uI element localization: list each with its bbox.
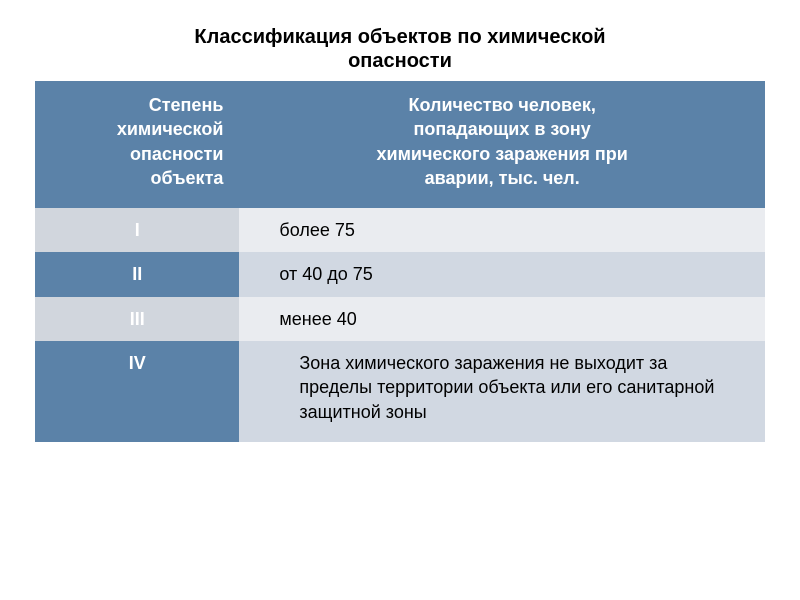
title-line-1: Классификация объектов по химической bbox=[194, 26, 605, 48]
table-row: II от 40 до 75 bbox=[35, 252, 765, 296]
header-text: химической bbox=[117, 119, 224, 139]
value-cell: Зона химического заражения не выходит за… bbox=[239, 341, 765, 442]
degree-cell: I bbox=[35, 208, 239, 252]
slide-title: Классификация объектов по химической опа… bbox=[35, 25, 765, 73]
header-text: аварии, тыс. чел. bbox=[425, 168, 580, 188]
value-cell: от 40 до 75 bbox=[239, 252, 765, 296]
header-text: попадающих в зону bbox=[414, 119, 591, 139]
table-header-row: Степень химической опасности объекта Кол… bbox=[35, 81, 765, 208]
header-text: опасности bbox=[130, 144, 223, 164]
header-degree: Степень химической опасности объекта bbox=[35, 81, 239, 208]
degree-cell: IV bbox=[35, 341, 239, 442]
header-population: Количество человек, попадающих в зону хи… bbox=[239, 81, 765, 208]
header-text: Степень bbox=[149, 95, 224, 115]
header-text: Количество человек, bbox=[408, 95, 595, 115]
table-row: IV Зона химического заражения не выходит… bbox=[35, 341, 765, 442]
value-cell: менее 40 bbox=[239, 297, 765, 341]
value-cell: более 75 bbox=[239, 208, 765, 252]
header-text: химического заражения при bbox=[377, 144, 628, 164]
table-row: III менее 40 bbox=[35, 297, 765, 341]
classification-table: Степень химической опасности объекта Кол… bbox=[35, 81, 765, 442]
header-text: объекта bbox=[151, 168, 224, 188]
degree-cell: III bbox=[35, 297, 239, 341]
title-line-2: опасности bbox=[348, 50, 452, 72]
degree-cell: II bbox=[35, 252, 239, 296]
table-row: I более 75 bbox=[35, 208, 765, 252]
